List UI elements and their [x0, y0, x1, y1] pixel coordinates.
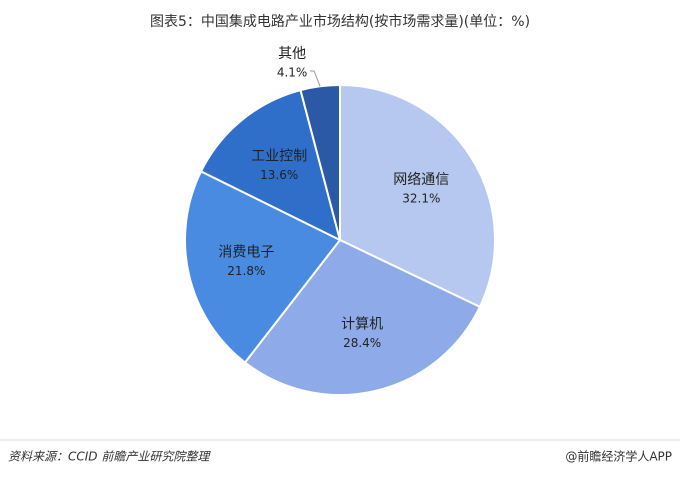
- pie-slice: [339, 83, 496, 309]
- source-note: 资料来源：CCID 前瞻产业研究院整理: [8, 450, 211, 464]
- leader-line: [310, 70, 321, 87]
- chart-title: 图表5：中国集成电路产业市场结构(按市场需求量)(单位：%): [150, 13, 530, 30]
- value-label: 21.8%: [227, 264, 265, 278]
- pie: 网络通信 32.1% 计算机 28.4% 消费电子 21.8% 工业控制 13.6% 其他 4.1…: [184, 46, 496, 396]
- slice-label: 网络通信: [393, 172, 449, 188]
- slice-label: 其他: [278, 46, 306, 62]
- value-label: 4.1%: [277, 66, 308, 80]
- value-label: 13.6%: [260, 168, 298, 182]
- value-label: 28.4%: [343, 336, 381, 350]
- pie-slice: [184, 170, 342, 364]
- pie-slice: [299, 83, 341, 241]
- slice-label: 工业控制: [251, 149, 307, 165]
- pie-slice: [243, 238, 482, 396]
- brand: @前瞻经济学人APP: [565, 449, 672, 464]
- value-label: 32.1%: [402, 191, 440, 205]
- slice-label: 消费电子: [218, 245, 274, 261]
- slice-label: 计算机: [341, 317, 383, 333]
- pie-slice: [199, 88, 342, 242]
